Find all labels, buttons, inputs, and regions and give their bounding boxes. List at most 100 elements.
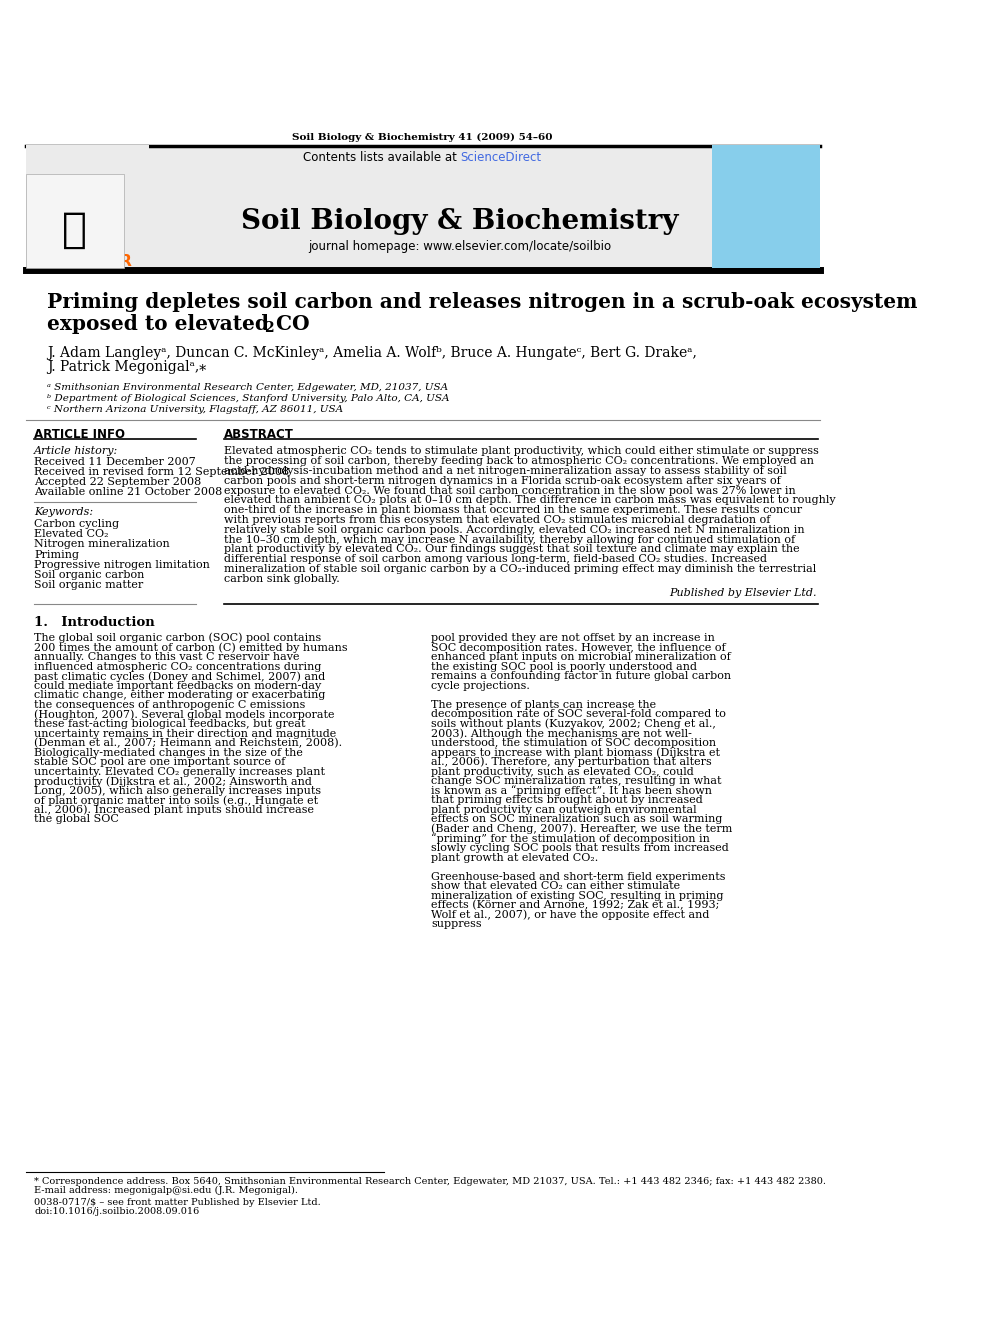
Bar [711, 144, 820, 269]
Text: E-mail address: megonigalp@si.edu (J.R. Megonigal).: E-mail address: megonigalp@si.edu (J.R. … [34, 1185, 298, 1195]
Text: suppress: suppress [432, 919, 482, 930]
Text: (Bader and Cheng, 2007). Hereafter, we use the term: (Bader and Cheng, 2007). Hereafter, we u… [432, 824, 733, 835]
Text: these fast-acting biological feedbacks, but great: these fast-acting biological feedbacks, … [34, 718, 306, 729]
Text: Priming depletes soil carbon and releases nitrogen in a scrub-oak ecosystem: Priming depletes soil carbon and release… [47, 292, 918, 312]
Text: al., 2006). Increased plant inputs should increase: al., 2006). Increased plant inputs shoul… [34, 804, 314, 815]
Text: Biologically-mediated changes in the size of the: Biologically-mediated changes in the siz… [34, 747, 303, 758]
Text: ᵇ Department of Biological Sciences, Stanford University, Palo Alto, CA, USA: ᵇ Department of Biological Sciences, Sta… [47, 394, 449, 404]
Text: annually. Changes to this vast C reservoir have: annually. Changes to this vast C reservo… [34, 652, 300, 662]
Text: acid-hydrolysis-incubation method and a net nitrogen-mineralization assay to ass: acid-hydrolysis-incubation method and a … [224, 466, 787, 476]
Text: Elevated atmospheric CO₂ tends to stimulate plant productivity, which could eith: Elevated atmospheric CO₂ tends to stimul… [224, 446, 819, 456]
Text: Received 11 December 2007: Received 11 December 2007 [34, 456, 195, 467]
Text: mineralization of stable soil organic carbon by a CO₂-induced priming effect may: mineralization of stable soil organic ca… [224, 564, 816, 574]
Text: of plant organic matter into soils (e.g., Hungate et: of plant organic matter into soils (e.g.… [34, 795, 318, 806]
Text: plant productivity, such as elevated CO₂, could: plant productivity, such as elevated CO₂… [432, 767, 694, 777]
Text: Progressive nitrogen limitation: Progressive nitrogen limitation [34, 560, 210, 570]
Text: (Houghton, 2007). Several global models incorporate: (Houghton, 2007). Several global models … [34, 709, 334, 720]
Text: Greenhouse-based and short-term field experiments: Greenhouse-based and short-term field ex… [432, 872, 726, 881]
Text: Received in revised form 12 September 2008: Received in revised form 12 September 20… [34, 467, 290, 476]
Text: is known as a “priming effect”. It has been shown: is known as a “priming effect”. It has b… [432, 786, 712, 796]
Text: Long, 2005), which also generally increases inputs: Long, 2005), which also generally increa… [34, 786, 321, 796]
Text: 2: 2 [264, 321, 274, 335]
Text: Soil Biology & Biochemistry: Soil Biology & Biochemistry [241, 208, 679, 234]
Text: relatively stable soil organic carbon pools. Accordingly, elevated CO₂ increased: relatively stable soil organic carbon po… [224, 525, 805, 534]
Text: Soil organic matter: Soil organic matter [34, 581, 143, 590]
Text: ARTICLE INFO: ARTICLE INFO [34, 427, 125, 441]
Text: productivity (Dijkstra et al., 2002; Ainsworth and: productivity (Dijkstra et al., 2002; Ain… [34, 777, 311, 787]
Text: SOC decomposition rates. However, the influence of: SOC decomposition rates. However, the in… [432, 643, 726, 652]
Text: appears to increase with plant biomass (Dijkstra et: appears to increase with plant biomass (… [432, 747, 720, 758]
Text: mineralization of existing SOC, resulting in priming: mineralization of existing SOC, resultin… [432, 890, 724, 901]
Text: cycle projections.: cycle projections. [432, 681, 530, 691]
Text: the consequences of anthropogenic C emissions: the consequences of anthropogenic C emis… [34, 700, 306, 710]
Text: enhanced plant inputs on microbial mineralization of: enhanced plant inputs on microbial miner… [432, 652, 731, 662]
Text: stable SOC pool are one important source of: stable SOC pool are one important source… [34, 757, 286, 767]
Text: Accepted 22 September 2008: Accepted 22 September 2008 [34, 478, 201, 487]
Text: carbon sink globally.: carbon sink globally. [224, 574, 340, 583]
Text: ᵃ Smithsonian Environmental Research Center, Edgewater, MD, 21037, USA: ᵃ Smithsonian Environmental Research Cen… [47, 382, 448, 392]
Text: show that elevated CO₂ can either stimulate: show that elevated CO₂ can either stimul… [432, 881, 681, 892]
Text: Available online 21 October 2008: Available online 21 October 2008 [34, 487, 222, 497]
Text: Priming: Priming [34, 549, 79, 560]
Text: ABSTRACT: ABSTRACT [224, 427, 294, 441]
Text: The presence of plants can increase the: The presence of plants can increase the [432, 700, 657, 710]
Text: influenced atmospheric CO₂ concentrations during: influenced atmospheric CO₂ concentration… [34, 662, 321, 672]
Text: the 10–30 cm depth, which may increase N availability, thereby allowing for cont: the 10–30 cm depth, which may increase N… [224, 534, 796, 545]
Text: 2003). Although the mechanisms are not well-: 2003). Although the mechanisms are not w… [432, 728, 692, 738]
Text: Nitrogen mineralization: Nitrogen mineralization [34, 540, 170, 549]
Text: with previous reports from this ecosystem that elevated CO₂ stimulates microbial: with previous reports from this ecosyste… [224, 515, 771, 525]
Text: ᶜ Northern Arizona University, Flagstaff, AZ 86011, USA: ᶜ Northern Arizona University, Flagstaff… [47, 405, 343, 414]
Text: plant productivity can outweigh environmental: plant productivity can outweigh environm… [432, 804, 697, 815]
Text: soils without plants (Kuzyakov, 2002; Cheng et al.,: soils without plants (Kuzyakov, 2002; Ch… [432, 718, 716, 729]
Text: J. Patrick Megonigalᵃ,⁎: J. Patrick Megonigalᵃ,⁎ [47, 360, 206, 374]
Text: al., 2006). Therefore, any perturbation that alters: al., 2006). Therefore, any perturbation … [432, 757, 712, 767]
Text: * Correspondence address. Box 5640, Smithsonian Environmental Research Center, E: * Correspondence address. Box 5640, Smit… [34, 1177, 826, 1187]
Text: Carbon cycling: Carbon cycling [34, 519, 119, 529]
Text: uncertainty remains in their direction and magnitude: uncertainty remains in their direction a… [34, 729, 336, 738]
Text: ScienceDirect: ScienceDirect [460, 151, 542, 164]
Text: the existing SOC pool is poorly understood and: the existing SOC pool is poorly understo… [432, 662, 697, 672]
Text: journal homepage: www.elsevier.com/locate/soilbio: journal homepage: www.elsevier.com/locat… [309, 241, 612, 254]
Text: 0038-0717/$ – see front matter Published by Elsevier Ltd.: 0038-0717/$ – see front matter Published… [34, 1197, 320, 1207]
Text: effects on SOC mineralization such as soil warming: effects on SOC mineralization such as so… [432, 815, 722, 824]
Text: Wolf et al., 2007), or have the opposite effect and: Wolf et al., 2007), or have the opposite… [432, 910, 709, 921]
Text: change SOC mineralization rates, resulting in what: change SOC mineralization rates, resulti… [432, 777, 722, 786]
Text: the global SOC: the global SOC [34, 815, 119, 824]
Text: effects (Körner and Arnone, 1992; Zak et al., 1993;: effects (Körner and Arnone, 1992; Zak et… [432, 900, 719, 910]
Text: one-third of the increase in plant biomass that occurred in the same experiment.: one-third of the increase in plant bioma… [224, 505, 803, 515]
Text: Article history:: Article history: [34, 446, 118, 456]
Bar [26, 144, 149, 269]
Text: pool provided they are not offset by an increase in: pool provided they are not offset by an … [432, 634, 715, 643]
Text: exposed to elevated CO: exposed to elevated CO [47, 314, 310, 333]
Text: exposure to elevated CO₂. We found that soil carbon concentration in the slow po: exposure to elevated CO₂. We found that … [224, 486, 796, 496]
Bar [26, 175, 124, 269]
Text: uncertainty. Elevated CO₂ generally increases plant: uncertainty. Elevated CO₂ generally incr… [34, 767, 325, 777]
Text: Contents lists available at: Contents lists available at [303, 151, 460, 164]
Text: Keywords:: Keywords: [34, 507, 93, 517]
Text: that priming effects brought about by increased: that priming effects brought about by in… [432, 795, 703, 806]
Text: “priming” for the stimulation of decomposition in: “priming” for the stimulation of decompo… [432, 833, 710, 844]
Text: 1. Introduction: 1. Introduction [34, 617, 155, 630]
Text: decomposition rate of SOC several-fold compared to: decomposition rate of SOC several-fold c… [432, 709, 726, 720]
Text: 200 times the amount of carbon (C) emitted by humans: 200 times the amount of carbon (C) emitt… [34, 643, 348, 652]
Text: The global soil organic carbon (SOC) pool contains: The global soil organic carbon (SOC) poo… [34, 632, 321, 643]
Bar [26, 144, 820, 269]
Text: differential response of soil carbon among various long-term, field-based CO₂ st: differential response of soil carbon amo… [224, 554, 767, 564]
Text: Soil Biology & Biochemistry 41 (2009) 54–60: Soil Biology & Biochemistry 41 (2009) 54… [293, 134, 553, 143]
Text: plant productivity by elevated CO₂. Our findings suggest that soil texture and c: plant productivity by elevated CO₂. Our … [224, 545, 800, 554]
Text: doi:10.1016/j.soilbio.2008.09.016: doi:10.1016/j.soilbio.2008.09.016 [34, 1207, 199, 1216]
Text: 🌳: 🌳 [62, 209, 86, 251]
Text: remains a confounding factor in future global carbon: remains a confounding factor in future g… [432, 671, 731, 681]
Text: could mediate important feedbacks on modern-day: could mediate important feedbacks on mod… [34, 681, 321, 691]
Text: Elevated CO₂: Elevated CO₂ [34, 529, 108, 538]
Text: slowly cycling SOC pools that results from increased: slowly cycling SOC pools that results fr… [432, 843, 729, 853]
Text: past climatic cycles (Doney and Schimel, 2007) and: past climatic cycles (Doney and Schimel,… [34, 671, 325, 681]
Text: climatic change, either moderating or exacerbating: climatic change, either moderating or ex… [34, 691, 325, 700]
Text: ELSEVIER: ELSEVIER [52, 254, 132, 269]
Text: J. Adam Langleyᵃ, Duncan C. McKinleyᵃ, Amelia A. Wolfᵇ, Bruce A. Hungateᶜ, Bert : J. Adam Langleyᵃ, Duncan C. McKinleyᵃ, A… [47, 347, 696, 360]
Text: elevated than ambient CO₂ plots at 0–10 cm depth. The difference in carbon mass : elevated than ambient CO₂ plots at 0–10 … [224, 495, 836, 505]
Text: (Denman et al., 2007; Heimann and Reichstein, 2008).: (Denman et al., 2007; Heimann and Reichs… [34, 738, 342, 749]
Text: plant growth at elevated CO₂.: plant growth at elevated CO₂. [432, 852, 598, 863]
Text: Soil organic carbon: Soil organic carbon [34, 570, 145, 579]
Text: the processing of soil carbon, thereby feeding back to atmospheric CO₂ concentra: the processing of soil carbon, thereby f… [224, 456, 814, 466]
